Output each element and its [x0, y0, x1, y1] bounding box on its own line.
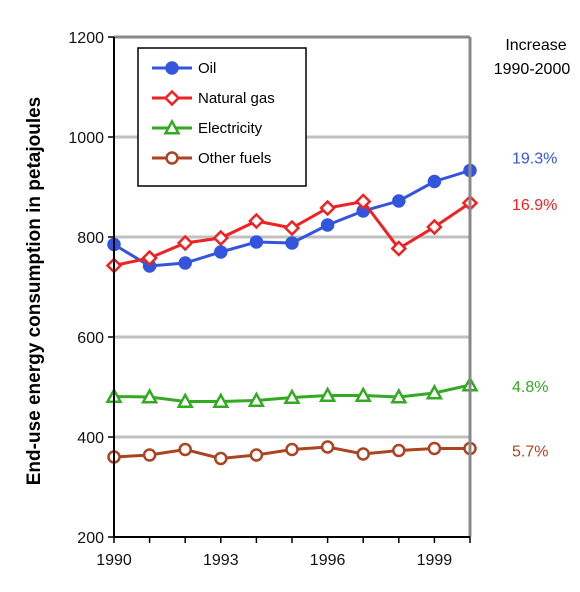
electricity-point	[247, 391, 266, 407]
x-tick-label: 1996	[310, 552, 346, 569]
x-tick-label: 1999	[417, 552, 453, 569]
y-tick-label: 200	[77, 530, 104, 547]
increase-label: 19.3%	[512, 151, 557, 168]
y-tick-label: 800	[77, 230, 104, 247]
increase-label: 16.9%	[512, 197, 557, 214]
electricity-series	[105, 375, 479, 408]
natural-gas-point	[426, 218, 443, 236]
natural-gas-point	[248, 212, 265, 230]
other-fuels-point	[142, 448, 157, 462]
other-fuels-point	[178, 442, 192, 457]
other-fuels-point	[320, 440, 335, 454]
increase-annotations: Increase 1990-2000 19.3% 16.9% 4.8% 5.7%	[494, 37, 571, 461]
electricity-point	[212, 392, 230, 408]
natural-gas-point	[141, 249, 158, 267]
other-fuels-point	[214, 451, 228, 466]
legend-swatch-marker	[163, 89, 181, 107]
other-fuels-point	[427, 441, 442, 456]
legend-label: Other fuels	[198, 150, 271, 167]
legend-label: Oil	[198, 60, 216, 77]
y-tick-label: 600	[77, 330, 104, 347]
natural-gas-point	[319, 199, 336, 217]
legend-swatch-marker	[165, 151, 179, 165]
increase-label: 4.8%	[512, 379, 548, 396]
oil-point	[214, 245, 228, 259]
natural-gas-point	[390, 240, 408, 257]
y-tick-label: 1200	[68, 30, 104, 47]
electricity-point	[176, 392, 194, 408]
y-tick-label: 1000	[68, 130, 104, 147]
increase-label: 5.7%	[512, 444, 548, 461]
legend-item-natural-gas: Natural gas	[152, 89, 275, 107]
increase-header-line1: Increase	[505, 37, 566, 54]
natural-gas-point	[212, 229, 230, 247]
other-fuels-point	[285, 442, 299, 457]
legend-item-oil: Oil	[152, 60, 216, 77]
tick-labels: 200 400 600 800 1000 1200 1990 1993 1996 1999	[68, 30, 452, 569]
legend-label: Electricity	[198, 120, 263, 137]
axes	[108, 35, 472, 543]
oil-point	[249, 235, 264, 249]
legend-swatch-marker	[163, 118, 181, 135]
y-tick-label: 400	[77, 430, 104, 447]
electricity-point	[354, 386, 372, 402]
oil-point	[392, 194, 406, 208]
legend-item-electricity: Electricity	[152, 118, 263, 137]
increase-header-line2: 1990-2000	[494, 61, 571, 78]
series-layer	[105, 163, 479, 466]
legend-swatch-marker	[165, 61, 179, 75]
x-tick-label: 1990	[96, 552, 132, 569]
electricity-point	[283, 388, 301, 404]
electricity-point	[140, 387, 159, 404]
natural-gas-point	[176, 234, 194, 252]
other-fuels-point	[392, 443, 406, 458]
electricity-point	[318, 386, 337, 402]
legend-label: Natural gas	[198, 90, 275, 107]
oil-point	[285, 236, 299, 250]
legend-item-other-fuels: Other fuels	[152, 150, 271, 167]
x-tick-label: 1993	[203, 552, 239, 569]
other-fuels-point	[249, 448, 264, 462]
y-axis-label: End-use energy consumption in petajoules	[24, 97, 45, 486]
electricity-point	[390, 387, 408, 404]
natural-gas-point	[283, 219, 301, 237]
natural-gas-point	[354, 193, 372, 210]
electricity-point	[425, 383, 444, 400]
oil-point	[427, 174, 442, 189]
legend: Oil Natural gas Electricity Other fuels	[137, 47, 307, 187]
oil-point	[320, 218, 335, 232]
oil-point	[178, 256, 192, 270]
other-fuels-series	[107, 440, 477, 466]
natural-gas-series	[105, 193, 479, 274]
other-fuels-point	[356, 447, 370, 461]
